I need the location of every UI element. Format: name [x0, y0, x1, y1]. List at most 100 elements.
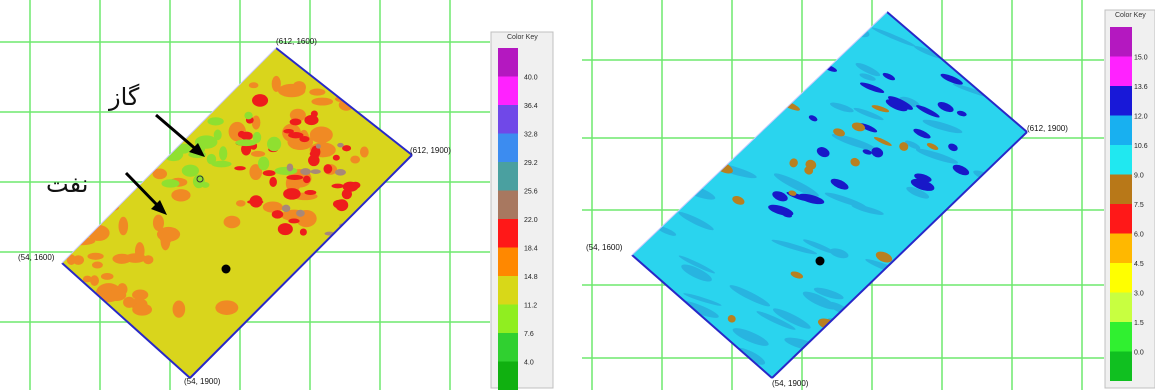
- left-coord-top: (612, 1600): [276, 37, 317, 46]
- map-patch: [262, 201, 283, 213]
- map-patch: [715, 110, 727, 117]
- left-coord-left: (54, 1600): [18, 253, 55, 262]
- map-patch: [697, 69, 723, 83]
- map-patch: [234, 166, 246, 171]
- map-patch: [904, 140, 921, 150]
- key-swatch: [1110, 56, 1132, 86]
- map-patch: [252, 94, 269, 107]
- key-swatch: [1110, 322, 1132, 352]
- map-patch: [75, 202, 93, 210]
- map-patch: [269, 176, 277, 188]
- key-label: 4.5: [1134, 261, 1144, 268]
- right-key-swatches: 15.0 13.6 12.0 10.6 9.0 7.5 6.0 4.5 3.0 1.5 0.0: [1110, 27, 1148, 381]
- map-patch: [862, 149, 872, 155]
- map-patch: [163, 147, 184, 162]
- map-patch: [304, 115, 319, 126]
- map-patch: [767, 87, 791, 100]
- oil-arrow: [124, 171, 167, 215]
- map-patch: [855, 62, 881, 77]
- key-swatch: [1110, 174, 1132, 204]
- map-patch: [874, 315, 893, 324]
- left-small-marker: [196, 175, 204, 183]
- map-patch: [827, 318, 860, 329]
- map-patch: [286, 174, 304, 181]
- key-swatch: [1110, 204, 1132, 234]
- map-patch: [830, 178, 849, 190]
- map-patch: [172, 300, 186, 318]
- left-edge-right: [189, 154, 413, 379]
- map-patch: [926, 143, 939, 150]
- map-patch: [288, 132, 304, 139]
- map-patch: [885, 99, 908, 112]
- map-patch: [341, 226, 352, 239]
- map-patch: [771, 239, 818, 255]
- map-patch: [90, 275, 99, 286]
- gas-annotation: گاز: [108, 83, 140, 111]
- map-patch: [813, 287, 844, 300]
- map-patch: [215, 300, 239, 315]
- map-patch: [181, 164, 199, 177]
- map-patch: [62, 293, 79, 301]
- oil-annotation: نفت: [46, 170, 88, 198]
- map-patch: [235, 139, 257, 147]
- map-patch: [688, 327, 709, 338]
- map-patch: [337, 142, 344, 148]
- left-well-marker: [221, 264, 231, 274]
- map-patch: [899, 96, 920, 108]
- map-patch: [171, 189, 191, 202]
- key-label: 36.4: [524, 103, 538, 110]
- map-patch: [299, 135, 310, 143]
- key-label: 6.0: [1134, 232, 1144, 239]
- map-patch: [87, 252, 104, 260]
- map-patch: [211, 160, 232, 168]
- map-patch: [241, 143, 252, 156]
- key-label: 9.0: [1134, 173, 1144, 180]
- map-patch: [332, 154, 340, 161]
- map-patch: [794, 46, 813, 59]
- map-patch: [698, 83, 730, 100]
- map-patch: [708, 130, 740, 149]
- map-patch: [710, 55, 756, 72]
- map-patch: [213, 129, 222, 141]
- key-label: 14.8: [524, 274, 538, 281]
- key-label: 15.0: [1134, 55, 1148, 62]
- left-key-swatches: 40.0 36.4 32.8 29.2 25.6 22.0 18.4 14.8 11.2 7.6 4…: [498, 48, 538, 390]
- map-patch: [118, 216, 129, 236]
- right-map: (612, 1900) (54, 1600) (54, 1900) Color …: [582, 0, 1155, 390]
- map-patch: [309, 126, 333, 144]
- map-patch: [289, 118, 302, 126]
- map-patch: [958, 56, 981, 68]
- map-patch: [641, 51, 677, 72]
- map-patch: [82, 323, 100, 333]
- key-swatch: [1110, 351, 1132, 381]
- map-patch: [688, 64, 710, 74]
- key-label: 13.6: [1134, 84, 1148, 91]
- map-patch: [271, 75, 281, 92]
- map-patch: [335, 199, 349, 212]
- left-key-title: Color Key: [507, 34, 538, 41]
- map-patch: [694, 168, 704, 177]
- right-coord-bottom: (54, 1900): [772, 379, 809, 388]
- map-patch: [338, 99, 354, 111]
- map-patch: [966, 49, 1010, 66]
- map-patch: [249, 195, 263, 208]
- key-swatch: [1110, 27, 1132, 57]
- right-key-title: Color Key: [1115, 12, 1146, 19]
- map-patch: [906, 186, 930, 199]
- map-patch: [732, 328, 769, 346]
- map-patch: [729, 285, 771, 307]
- map-patch: [94, 307, 112, 316]
- map-patch: [772, 308, 811, 329]
- map-patch: [107, 289, 127, 301]
- right-coord-right: (612, 1900): [1027, 124, 1068, 133]
- map-patch: [727, 315, 736, 323]
- map-patch: [257, 156, 270, 171]
- key-swatch: [498, 219, 518, 248]
- map-patch: [802, 291, 837, 310]
- map-patch: [831, 133, 877, 151]
- map-patch: [103, 317, 113, 329]
- map-patch: [887, 96, 913, 110]
- key-label: 29.2: [524, 160, 538, 167]
- map-patch: [922, 119, 963, 134]
